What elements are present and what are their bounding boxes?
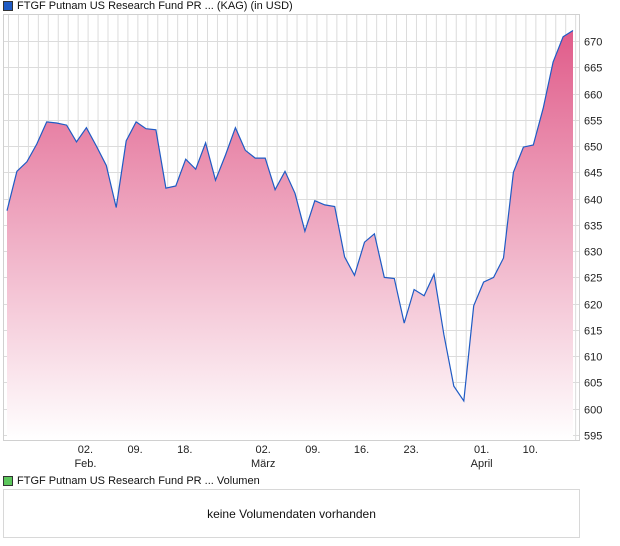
volume-legend-label: FTGF Putnam US Research Fund PR ... Volu…: [17, 475, 260, 487]
y-tick-label: 630: [584, 247, 602, 259]
x-tick-label: 02.: [256, 444, 271, 456]
y-tick-label: 655: [584, 116, 602, 128]
x-tick-label: 02.: [78, 444, 93, 456]
x-axis: 02. Feb. 09. 18. 02. März 09. 16. 23. 01. April 10.: [74, 444, 538, 470]
x-tick-label: 10.: [523, 444, 538, 456]
volume-legend: FTGF Putnam US Research Fund PR ... Volu…: [3, 475, 260, 487]
y-tick-label: 595: [584, 431, 602, 443]
y-tick-label: 660: [584, 90, 602, 102]
no-volume-message: keine Volumendaten vorhanden: [207, 506, 376, 521]
y-tick-label: 635: [584, 221, 602, 233]
x-tick-label: 09.: [305, 444, 320, 456]
y-tick-label: 605: [584, 378, 602, 390]
y-tick-label: 610: [584, 352, 602, 364]
x-tick-sublabel: März: [251, 458, 275, 470]
x-tick-label: 23.: [403, 444, 418, 456]
y-tick-label: 625: [584, 273, 602, 285]
plot-frame: [3, 14, 580, 441]
y-tick-label: 645: [584, 168, 602, 180]
y-tick-label: 665: [584, 63, 602, 75]
x-tick-label: 16.: [354, 444, 369, 456]
y-tick-label: 650: [584, 142, 602, 154]
price-chart: 595 600 605 610 615 620 625 630 635 640 645 650 655 6…: [3, 14, 602, 470]
y-tick-label: 620: [584, 300, 602, 312]
volume-panel: keine Volumendaten vorhanden: [3, 489, 580, 538]
volume-legend-swatch: [3, 476, 13, 486]
y-tick-label: 670: [584, 37, 602, 49]
y-tick-label: 615: [584, 326, 602, 338]
x-tick-label: 09.: [127, 444, 142, 456]
x-tick-sublabel: April: [471, 458, 493, 470]
price-line: [6, 29, 574, 403]
x-tick-label: 18.: [177, 444, 192, 456]
x-tick-label: 01.: [474, 444, 489, 456]
x-tick-sublabel: Feb.: [74, 458, 96, 470]
price-area: [7, 30, 573, 440]
price-legend-swatch: [3, 1, 13, 11]
y-tick-label: 600: [584, 405, 602, 417]
price-legend: FTGF Putnam US Research Fund PR ... (KAG…: [3, 0, 293, 12]
y-tick-label: 640: [584, 195, 602, 207]
y-axis: 595 600 605 610 615 620 625 630 635 640 645 650 655 6…: [584, 37, 602, 443]
price-legend-label: FTGF Putnam US Research Fund PR ... (KAG…: [17, 0, 293, 12]
